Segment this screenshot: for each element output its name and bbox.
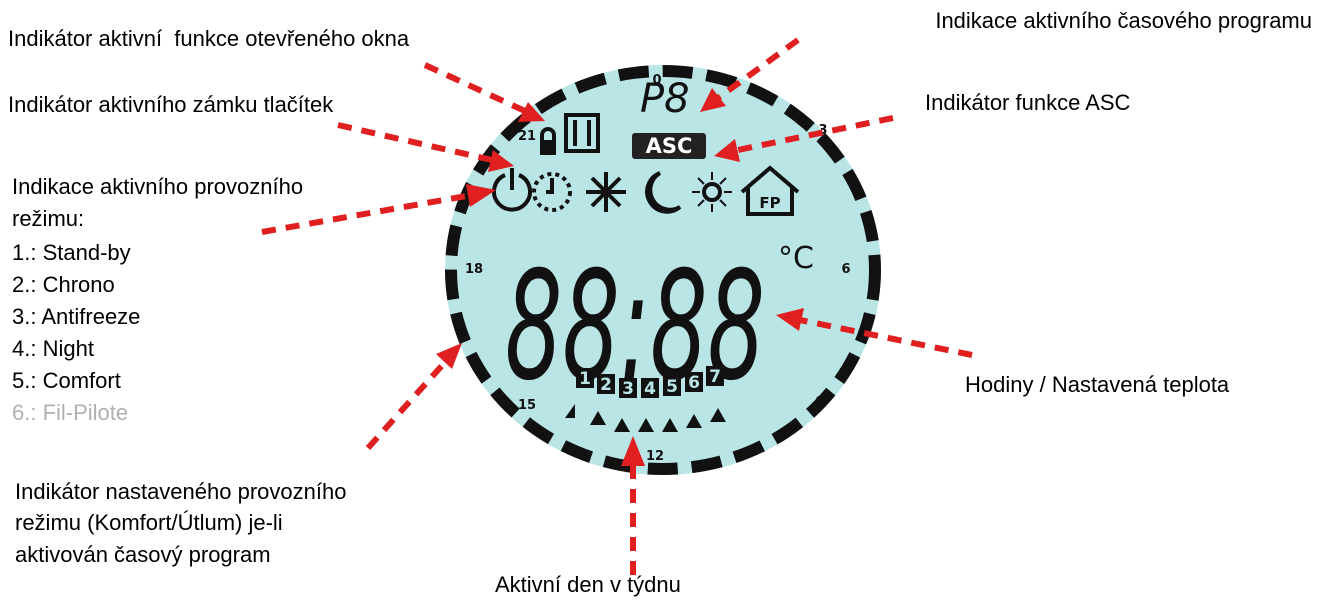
house-text: FP — [759, 194, 780, 212]
label: Indikace aktivního provozního — [12, 174, 303, 199]
hour-label: 18 — [465, 262, 483, 277]
day: 2 — [600, 375, 612, 395]
hour-label: 6 — [841, 262, 850, 277]
program-digits: P8 — [640, 76, 690, 122]
hour-label: 12 — [646, 449, 664, 464]
label: aktivován časový program — [15, 542, 271, 567]
label: režimu: — [12, 206, 84, 231]
label: Indikace aktivního časového programu — [935, 8, 1312, 33]
label: Indikátor aktivní funkce otevřeného okna — [8, 26, 410, 51]
mode-item: 5.: Comfort — [12, 368, 121, 393]
label: Indikátor nastaveného provozního — [15, 479, 346, 504]
label: Indikátor funkce ASC — [925, 90, 1131, 115]
mode-item: 1.: Stand-by — [12, 240, 131, 265]
label: režimu (Komfort/Útlum) je-li — [15, 510, 283, 535]
day: 1 — [579, 369, 591, 389]
hour-label: 9 — [815, 395, 824, 410]
day: 4 — [644, 379, 656, 399]
diagram: 0 3 6 9 12 15 18 21 P8 ASC 88:88 °C 1 2 … — [0, 0, 1318, 601]
mode-item: 3.: Antifreeze — [12, 304, 140, 329]
hour-label: 21 — [518, 129, 536, 144]
mode-item: 4.: Night — [12, 336, 94, 361]
day: 6 — [688, 373, 700, 393]
label: Aktivní den v týdnu — [495, 572, 681, 597]
mode-item: 2.: Chrono — [12, 272, 115, 297]
day: 5 — [666, 377, 678, 397]
label: Indikátor aktivního zámku tlačítek — [8, 92, 334, 117]
mode-item: 6.: Fil-Pilote — [12, 400, 128, 425]
asc-text: ASC — [646, 134, 693, 158]
unit: °C — [778, 241, 814, 276]
day: 3 — [622, 379, 634, 399]
label: Hodiny / Nastavená teplota — [965, 372, 1230, 397]
day: 7 — [709, 367, 721, 387]
